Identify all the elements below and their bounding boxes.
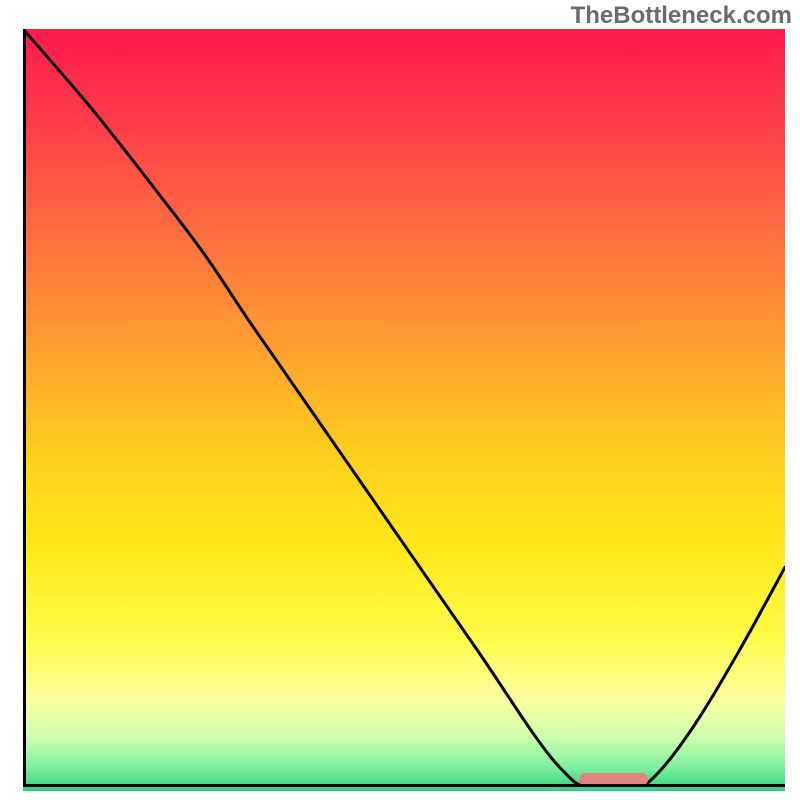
optimal-marker <box>579 773 648 787</box>
watermark-text: TheBottleneck.com <box>571 2 792 30</box>
plot-area <box>23 29 785 787</box>
curve-line <box>23 29 785 787</box>
chart-container: TheBottleneck.com <box>0 0 800 800</box>
